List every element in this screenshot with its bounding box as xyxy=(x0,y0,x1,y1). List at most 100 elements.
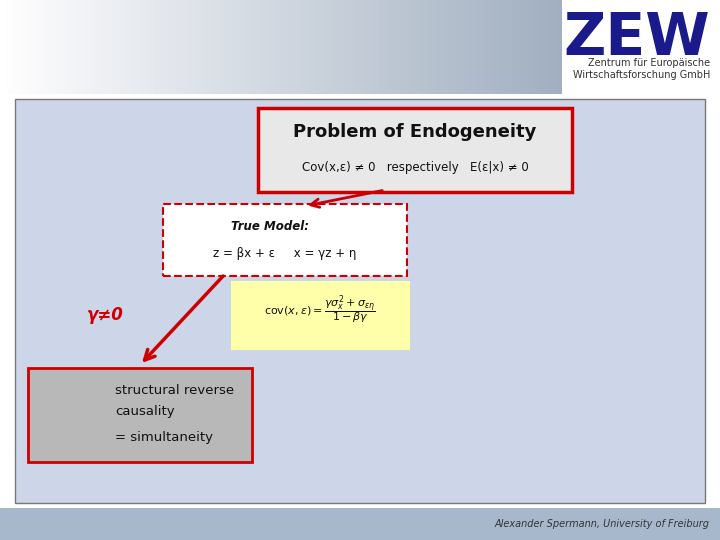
Bar xyxy=(133,0,140,94)
Bar xyxy=(288,0,295,94)
Bar xyxy=(522,508,531,540)
Bar xyxy=(449,0,456,94)
Bar xyxy=(477,508,486,540)
Bar xyxy=(450,508,459,540)
Text: Cov(x,ε) ≠ 0   respectively   E(ε|x) ≠ 0: Cov(x,ε) ≠ 0 respectively E(ε|x) ≠ 0 xyxy=(302,161,528,174)
Bar xyxy=(9,508,18,540)
Bar xyxy=(378,508,387,540)
Bar xyxy=(491,0,498,94)
Bar xyxy=(197,0,204,94)
Bar xyxy=(464,0,470,94)
Bar xyxy=(171,508,180,540)
Bar xyxy=(442,0,449,94)
Bar xyxy=(540,508,549,540)
Bar xyxy=(207,508,216,540)
Bar xyxy=(684,508,693,540)
Bar xyxy=(36,508,45,540)
Bar xyxy=(225,508,234,540)
Bar xyxy=(351,0,358,94)
Bar xyxy=(99,508,108,540)
Bar xyxy=(621,508,630,540)
Bar xyxy=(91,0,98,94)
Bar xyxy=(117,508,126,540)
Bar xyxy=(520,0,526,94)
Bar xyxy=(84,0,91,94)
Bar xyxy=(548,0,554,94)
Bar xyxy=(504,508,513,540)
Bar xyxy=(432,508,441,540)
Bar xyxy=(63,0,71,94)
Bar xyxy=(358,0,365,94)
Bar xyxy=(372,0,379,94)
Bar xyxy=(288,508,297,540)
Bar xyxy=(0,0,7,94)
Bar xyxy=(234,508,243,540)
Bar xyxy=(239,0,246,94)
Bar xyxy=(333,508,342,540)
Bar xyxy=(405,508,414,540)
Bar xyxy=(274,0,281,94)
Bar xyxy=(423,508,432,540)
Bar xyxy=(120,0,127,94)
Bar xyxy=(71,0,77,94)
Bar xyxy=(253,0,260,94)
Bar xyxy=(386,0,393,94)
FancyBboxPatch shape xyxy=(230,280,410,349)
Bar xyxy=(297,508,306,540)
Bar xyxy=(28,0,35,94)
Bar xyxy=(204,0,210,94)
Bar xyxy=(513,0,520,94)
Bar xyxy=(63,508,72,540)
Bar xyxy=(153,508,162,540)
Bar xyxy=(379,0,386,94)
Bar xyxy=(554,0,562,94)
Bar xyxy=(630,508,639,540)
Bar xyxy=(105,0,112,94)
Text: Problem of Endogeneity: Problem of Endogeneity xyxy=(293,123,536,141)
Bar xyxy=(393,0,400,94)
Bar xyxy=(639,508,648,540)
Bar xyxy=(260,0,266,94)
Bar xyxy=(148,0,154,94)
Bar xyxy=(648,508,657,540)
Bar xyxy=(189,508,198,540)
Bar xyxy=(495,508,504,540)
Bar xyxy=(414,508,423,540)
Bar xyxy=(168,0,176,94)
Bar xyxy=(279,508,288,540)
Text: Wirtschaftsforschung GmbH: Wirtschaftsforschung GmbH xyxy=(572,70,710,80)
Bar xyxy=(81,508,90,540)
Bar xyxy=(127,0,133,94)
Bar xyxy=(21,0,28,94)
Bar xyxy=(18,508,27,540)
Bar xyxy=(77,0,84,94)
Text: = simultaneity: = simultaneity xyxy=(115,430,213,443)
Bar xyxy=(541,0,548,94)
Bar xyxy=(344,0,351,94)
Bar xyxy=(558,508,567,540)
Text: γ≠0: γ≠0 xyxy=(86,306,123,324)
Bar xyxy=(183,0,189,94)
Bar xyxy=(711,508,720,540)
Bar xyxy=(306,508,315,540)
Bar xyxy=(436,0,442,94)
Bar xyxy=(485,0,491,94)
Bar xyxy=(140,0,148,94)
Bar xyxy=(246,0,253,94)
FancyBboxPatch shape xyxy=(28,368,252,462)
Bar xyxy=(54,508,63,540)
Bar xyxy=(281,0,288,94)
Bar xyxy=(252,508,261,540)
Bar xyxy=(594,508,603,540)
Bar xyxy=(144,508,153,540)
Bar xyxy=(365,0,372,94)
Bar xyxy=(441,508,450,540)
Bar xyxy=(562,0,720,94)
Text: causality: causality xyxy=(115,406,175,419)
Bar xyxy=(315,508,324,540)
Bar xyxy=(27,508,36,540)
Bar xyxy=(0,508,9,540)
Bar xyxy=(396,508,405,540)
Bar xyxy=(98,0,105,94)
Bar xyxy=(309,0,316,94)
